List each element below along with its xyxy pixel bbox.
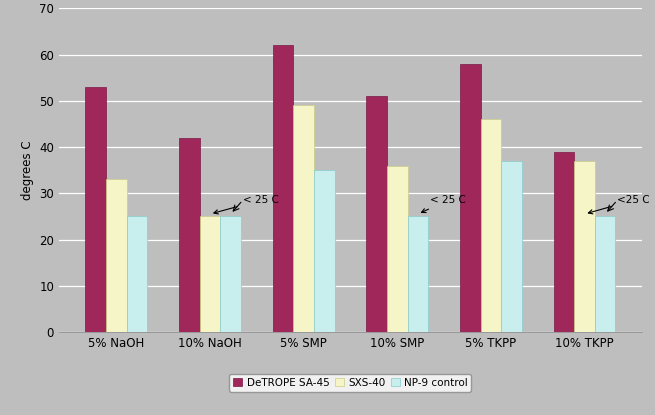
Y-axis label: degrees C: degrees C [21,140,33,200]
Bar [595,216,616,332]
Bar [200,216,220,332]
Bar [179,138,200,332]
Text: < 25 C: < 25 C [421,195,466,212]
Bar [106,179,126,332]
Bar [220,216,241,332]
Bar [272,45,293,332]
Text: <25 C: <25 C [588,195,650,214]
Bar [314,170,335,332]
Bar [574,161,595,332]
Bar [387,166,407,332]
Bar [366,96,387,332]
Bar [501,161,522,332]
Bar [460,64,481,332]
Bar [85,87,106,332]
Bar [481,119,501,332]
Bar [407,216,428,332]
Text: < 25 C: < 25 C [214,195,278,214]
Bar [553,151,574,332]
Bar [293,105,314,332]
Legend: DeTROPE SA-45, SXS-40, NP-9 control: DeTROPE SA-45, SXS-40, NP-9 control [229,374,472,391]
Bar [126,216,147,332]
